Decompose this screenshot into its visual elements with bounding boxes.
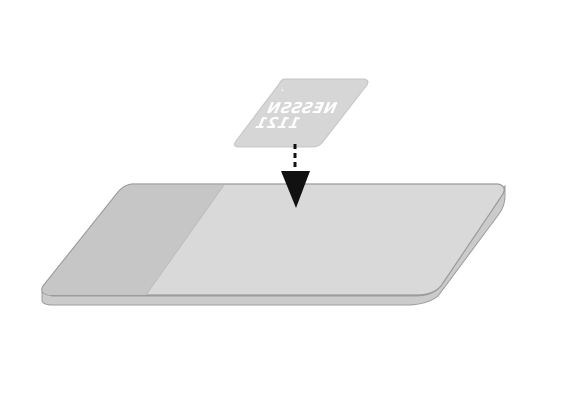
arrow-head-icon (281, 171, 310, 208)
placement-arrow (281, 144, 310, 208)
card-body (233, 78, 369, 148)
card-text-line1: NESSSN (264, 100, 340, 117)
card-text-line2: 1121 (252, 115, 303, 132)
card-mark: ´ (276, 87, 287, 100)
surface-shaded-zone (42, 185, 224, 295)
card: ´ NESSSN 1121 (233, 78, 369, 148)
surface-slab (41, 183, 506, 306)
surface-divider (145, 184, 225, 296)
